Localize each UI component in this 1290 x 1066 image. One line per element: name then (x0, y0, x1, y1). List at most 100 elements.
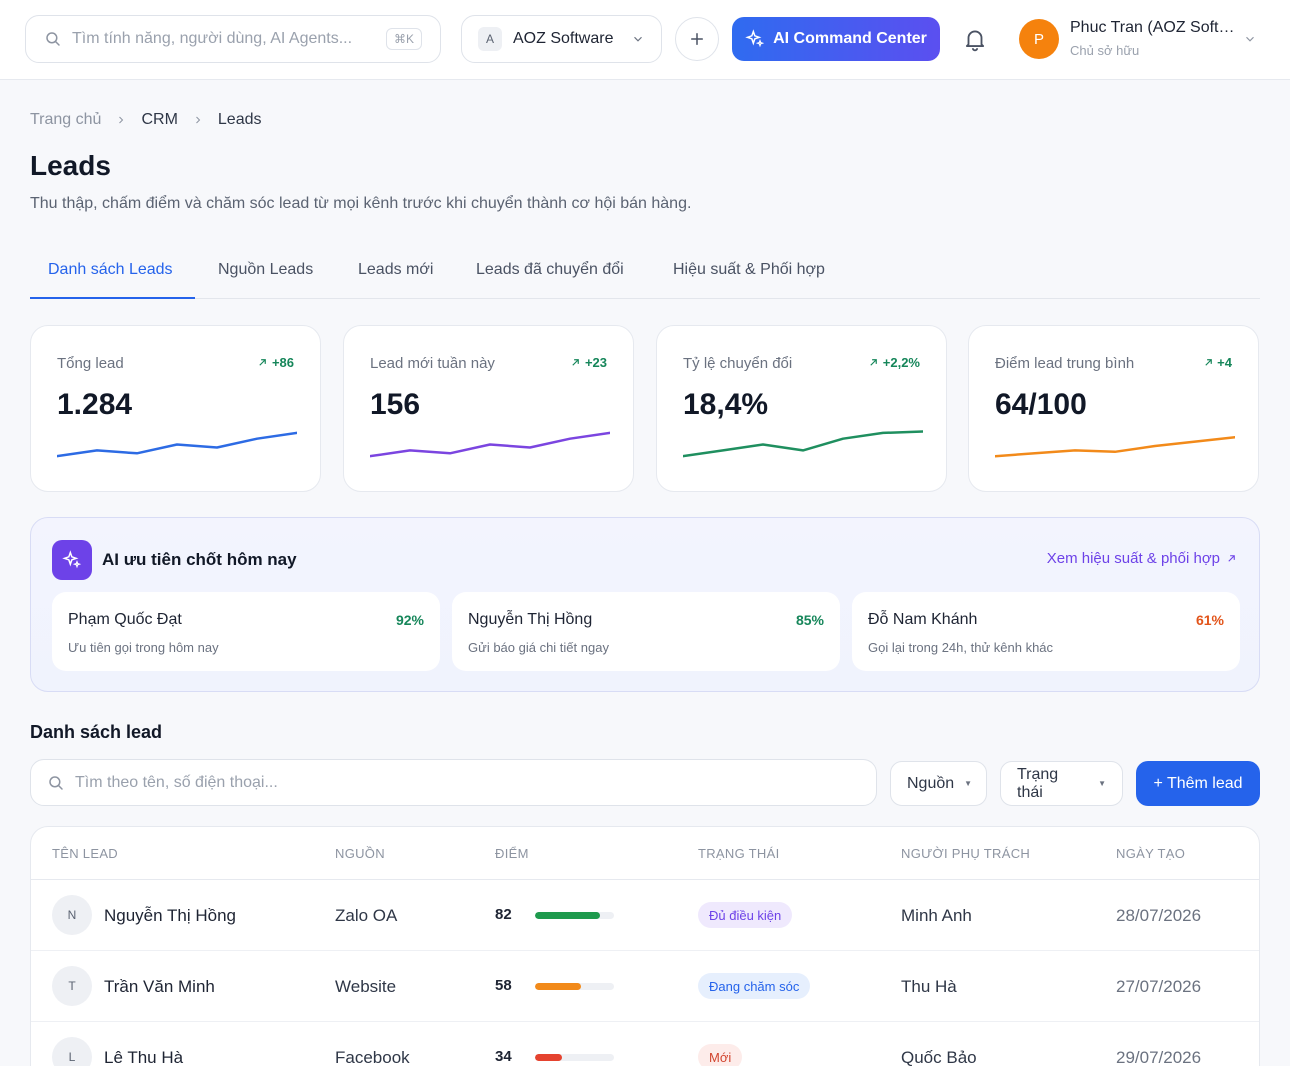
lead-name[interactable]: Trần Văn Minh (104, 977, 215, 996)
ai-sparkles-icon (52, 540, 92, 580)
lead-search-input[interactable]: Tìm theo tên, số điện thoại... (30, 759, 877, 806)
lead-name[interactable]: Lê Thu Hà (104, 1048, 184, 1066)
column-header-owner[interactable]: NGƯỜI PHỤ TRÁCH (901, 846, 1031, 861)
stat-card-new-leads-week: Lead mới tuần này +23 156 (343, 325, 634, 492)
create-button[interactable] (675, 17, 719, 61)
trend-up-icon (870, 359, 877, 366)
source-filter-dropdown[interactable]: Nguồn ▼ (890, 761, 987, 806)
lead-score: 82 (495, 906, 512, 923)
lead-source: Facebook (335, 1048, 410, 1066)
lead-owner: Thu Hà (901, 977, 957, 996)
lead-name[interactable]: Nguyễn Thị Hồng (104, 906, 236, 925)
trend-up-icon (572, 359, 580, 366)
caret-down-icon: ▼ (964, 779, 973, 788)
search-icon (49, 775, 63, 790)
priority-lead-name: Đỗ Nam Khánh (868, 611, 978, 628)
page-title: Leads (30, 150, 111, 181)
lead-created-date: 29/07/2026 (1116, 1048, 1202, 1066)
column-header-name[interactable]: TÊN LEAD (52, 846, 118, 861)
score-bar (535, 912, 614, 919)
table-header: TÊN LEAD NGUỒN ĐIỂM TRẠNG THÁI NGƯỜI PHỤ… (31, 827, 1259, 880)
plus-icon (691, 33, 703, 45)
organization-select[interactable]: A AOZ Software (461, 15, 662, 63)
view-performance-link[interactable]: Xem hiệu suất & phối hợp (1047, 550, 1237, 567)
priority-lead-card[interactable]: Phạm Quốc Đạt 92% Ưu tiên gọi trong hôm … (52, 592, 440, 671)
stat-label: Tỷ lệ chuyển đổi (683, 355, 793, 372)
stat-label: Điểm lead trung bình (995, 355, 1135, 372)
chevron-right-icon (115, 114, 127, 126)
org-badge: A (478, 27, 502, 51)
page-subtitle: Thu thập, chấm điểm và chăm sóc lead từ … (30, 195, 692, 212)
score-bar (535, 1054, 614, 1061)
org-name: AOZ Software (513, 30, 614, 47)
lead-created-date: 28/07/2026 (1116, 906, 1202, 925)
table-row[interactable]: N Nguyễn Thị Hồng Zalo OA 82 Đủ điều kiệ… (31, 880, 1259, 951)
table-row[interactable]: T Trần Văn Minh Website 58 Đang chăm sóc… (31, 951, 1259, 1022)
tab-lead-sources[interactable]: Nguồn Leads (218, 261, 314, 278)
tab-new-leads[interactable]: Leads mới (358, 261, 434, 278)
table-row[interactable]: L Lê Thu Hà Facebook 34 Mới Quốc Bảo 29/… (31, 1022, 1259, 1066)
lead-score: 34 (495, 1048, 512, 1065)
stat-delta: +2,2% (868, 355, 920, 370)
lead-source: Website (335, 977, 397, 996)
score-bar-fill (535, 912, 600, 919)
tab-bar: Danh sách Leads Nguồn Leads Leads mới Le… (30, 254, 1260, 299)
global-search-input[interactable]: Tìm tính năng, người dùng, AI Agents... … (25, 15, 441, 63)
bell-icon (965, 30, 985, 52)
stat-delta: +4 (1203, 355, 1232, 370)
breadcrumb-home[interactable]: Trang chủ (30, 111, 102, 128)
search-icon (46, 32, 60, 46)
ai-command-center-button[interactable]: AI Command Center (732, 17, 940, 61)
tab-converted-leads[interactable]: Leads đã chuyển đổi (476, 261, 624, 278)
stat-delta-value: +4 (1217, 355, 1232, 370)
status-badge: Đủ điều kiện (698, 902, 793, 928)
stat-value: 64/100 (995, 388, 1087, 421)
lead-table: TÊN LEAD NGUỒN ĐIỂM TRẠNG THÁI NGƯỜI PHỤ… (30, 826, 1260, 1066)
stat-delta-value: +23 (584, 355, 607, 370)
stat-label: Lead mới tuần này (370, 355, 495, 372)
sparkline (995, 436, 1235, 458)
breadcrumb-leads: Leads (217, 111, 262, 128)
priority-lead-name: Phạm Quốc Đạt (68, 611, 182, 628)
score-bar (535, 983, 614, 990)
stat-delta: +23 (570, 355, 607, 370)
user-name[interactable]: Phuc Tran (AOZ Software) (1070, 19, 1235, 36)
avatar: T (52, 966, 92, 1006)
stat-value: 156 (370, 388, 421, 421)
priority-lead-card[interactable]: Nguyễn Thị Hồng 85% Gửi báo giá chi tiết… (452, 592, 840, 671)
ai-panel-title: AI ưu tiên chốt hôm nay (102, 550, 297, 569)
tab-lead-list[interactable]: Danh sách Leads (30, 254, 195, 299)
column-header-created[interactable]: NGÀY TẠO (1116, 846, 1186, 861)
ai-command-center-label: AI Command Center (773, 30, 927, 47)
priority-lead-note: Ưu tiên gọi trong hôm nay (68, 640, 219, 655)
sparkline (370, 431, 610, 458)
status-filter-dropdown[interactable]: Trạng thái ▼ (1000, 761, 1123, 806)
lead-source: Zalo OA (335, 906, 398, 925)
tab-performance[interactable]: Hiệu suất & Phối hợp (673, 261, 825, 278)
chevron-down-icon (634, 36, 642, 42)
stat-card-total-leads: Tổng lead +86 1.284 (30, 325, 321, 492)
sparkline (683, 430, 923, 458)
column-header-score[interactable]: ĐIỂM (495, 846, 529, 861)
user-avatar[interactable]: P (1019, 19, 1059, 59)
add-lead-button[interactable]: + Thêm lead (1136, 761, 1260, 806)
priority-lead-card[interactable]: Đỗ Nam Khánh 61% Gọi lại trong 24h, thử … (852, 592, 1240, 671)
column-header-status[interactable]: TRẠNG THÁI (698, 846, 780, 861)
priority-lead-percent: 61% (1195, 612, 1224, 628)
breadcrumb: Trang chủ CRM Leads (30, 111, 261, 129)
priority-lead-note: Gọi lại trong 24h, thử kênh khác (868, 640, 1054, 655)
stat-delta-value: +86 (271, 355, 294, 370)
trend-up-icon (1204, 359, 1212, 366)
source-filter-label: Nguồn (907, 774, 955, 792)
trend-up-icon (259, 359, 267, 366)
user-role: Chủ sở hữu (1070, 43, 1140, 58)
user-menu-chevron-icon[interactable] (1243, 32, 1257, 46)
notification-button[interactable] (960, 24, 990, 54)
stat-card-avg-lead-score: Điểm lead trung bình +4 64/100 (968, 325, 1259, 492)
priority-lead-percent: 85% (795, 612, 824, 628)
ai-priority-panel: AI ưu tiên chốt hôm nay Xem hiệu suất & … (30, 517, 1260, 692)
column-header-source[interactable]: NGUỒN (335, 846, 385, 861)
caret-down-icon: ▼ (1098, 779, 1106, 788)
breadcrumb-crm[interactable]: CRM (141, 111, 178, 128)
lead-score: 58 (495, 977, 512, 994)
